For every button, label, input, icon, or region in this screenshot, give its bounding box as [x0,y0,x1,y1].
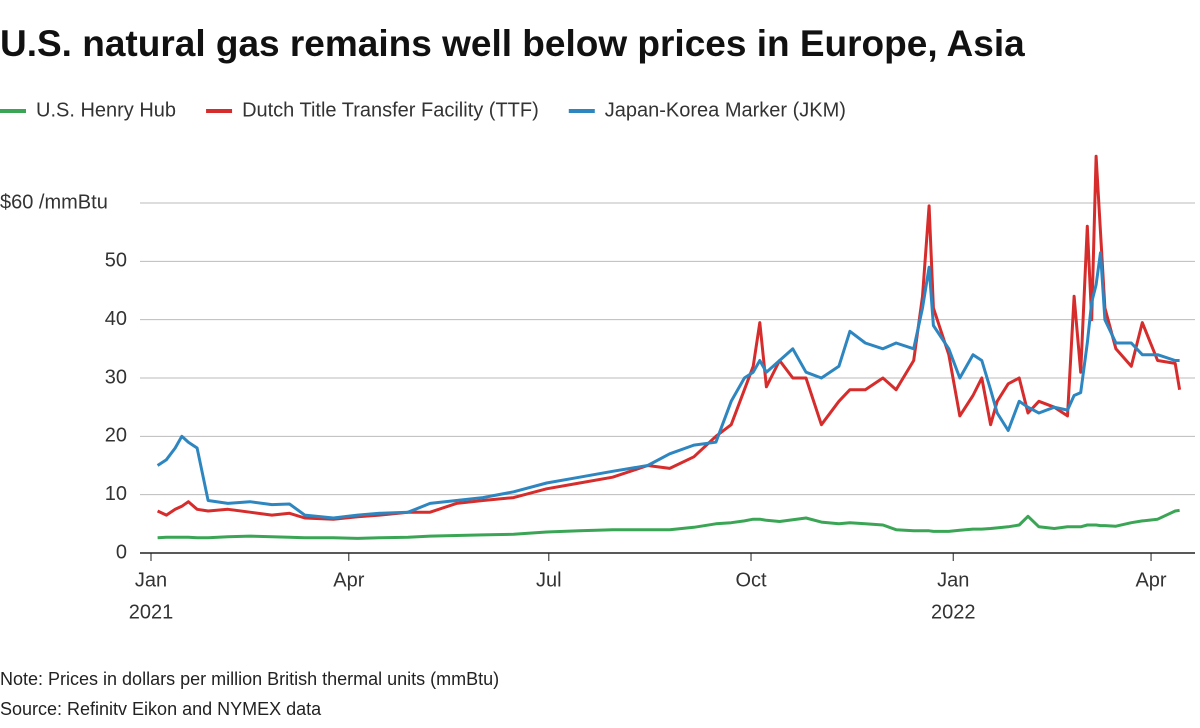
x-tick-label: Jul [536,569,562,591]
series-line [156,154,1182,521]
legend-label: Dutch Title Transfer Facility (TTF) [242,99,539,121]
y-tick-label: 50 [105,250,127,272]
y-tick-label: 20 [105,425,127,447]
series-line [156,251,1180,520]
y-tick-label: 0 [116,541,127,563]
x-tick-label: Jan [135,569,167,591]
x-tick-label: Apr [333,569,364,591]
chart-title: U.S. natural gas remains well below pric… [0,23,1025,64]
x-tick-label: Jan [937,569,969,591]
x-tick-label: Oct [735,569,767,591]
y-tick-label: $60 /mmBtu [0,191,108,213]
legend-label: Japan-Korea Marker (JKM) [605,99,846,121]
y-tick-label: 40 [105,308,127,330]
legend-label: U.S. Henry Hub [36,99,176,121]
series-line [157,508,1180,540]
y-tick-label: 30 [105,366,127,388]
source: Source: Refinitv Eikon and NYMEX data [0,699,322,719]
y-tick-label: 10 [105,483,127,505]
note: Note: Prices in dollars per million Brit… [0,669,499,689]
x-tick-label: 2022 [931,601,976,623]
x-tick-label: Apr [1135,569,1166,591]
x-tick-label: 2021 [129,601,174,623]
